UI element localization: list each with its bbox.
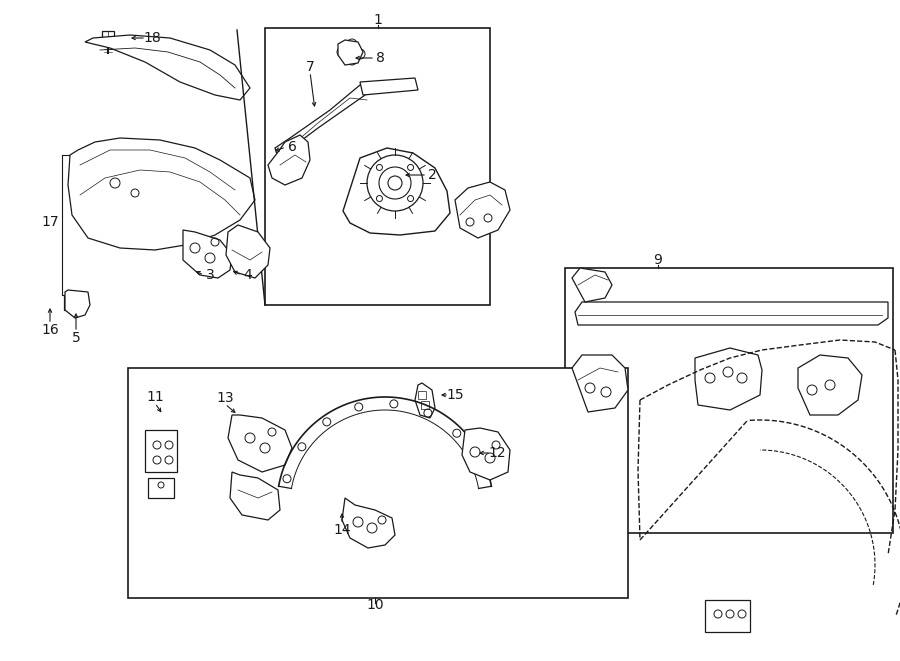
Text: 10: 10 — [366, 598, 383, 612]
Polygon shape — [338, 40, 363, 65]
Text: 2: 2 — [428, 168, 436, 182]
Polygon shape — [572, 355, 628, 412]
Polygon shape — [183, 230, 232, 278]
Polygon shape — [415, 383, 435, 418]
Text: 11: 11 — [146, 390, 164, 404]
Text: 5: 5 — [72, 331, 80, 345]
Polygon shape — [65, 290, 90, 318]
Bar — [705, 600, 750, 632]
Bar — [128, 368, 628, 598]
Bar — [565, 268, 893, 533]
Text: 14: 14 — [333, 523, 351, 537]
Bar — [421, 401, 429, 409]
Polygon shape — [68, 138, 255, 250]
Text: 6: 6 — [288, 140, 296, 154]
Polygon shape — [575, 302, 888, 325]
Polygon shape — [572, 268, 612, 302]
Text: 9: 9 — [653, 253, 662, 267]
Polygon shape — [275, 85, 375, 158]
Bar — [102, 31, 114, 43]
Text: 1: 1 — [374, 13, 382, 27]
Text: 13: 13 — [216, 391, 234, 405]
Bar — [145, 430, 177, 472]
Bar — [265, 28, 490, 305]
Text: 12: 12 — [488, 446, 506, 460]
Polygon shape — [798, 355, 862, 415]
Bar — [64, 296, 82, 310]
Polygon shape — [462, 428, 510, 480]
Text: 15: 15 — [446, 388, 464, 402]
Text: 8: 8 — [375, 51, 384, 65]
Text: 3: 3 — [205, 268, 214, 282]
Polygon shape — [342, 498, 395, 548]
Polygon shape — [228, 415, 292, 472]
Bar — [418, 391, 426, 399]
Polygon shape — [268, 135, 310, 185]
Text: 18: 18 — [143, 31, 161, 45]
Text: 17: 17 — [41, 215, 58, 229]
Polygon shape — [360, 78, 418, 95]
Text: 4: 4 — [244, 268, 252, 282]
Polygon shape — [85, 35, 250, 100]
Text: 16: 16 — [41, 323, 58, 337]
Polygon shape — [695, 348, 762, 410]
Polygon shape — [343, 148, 450, 235]
Polygon shape — [226, 225, 270, 278]
Text: 7: 7 — [306, 60, 314, 74]
Bar — [148, 478, 174, 498]
Polygon shape — [230, 472, 280, 520]
Polygon shape — [455, 182, 510, 238]
